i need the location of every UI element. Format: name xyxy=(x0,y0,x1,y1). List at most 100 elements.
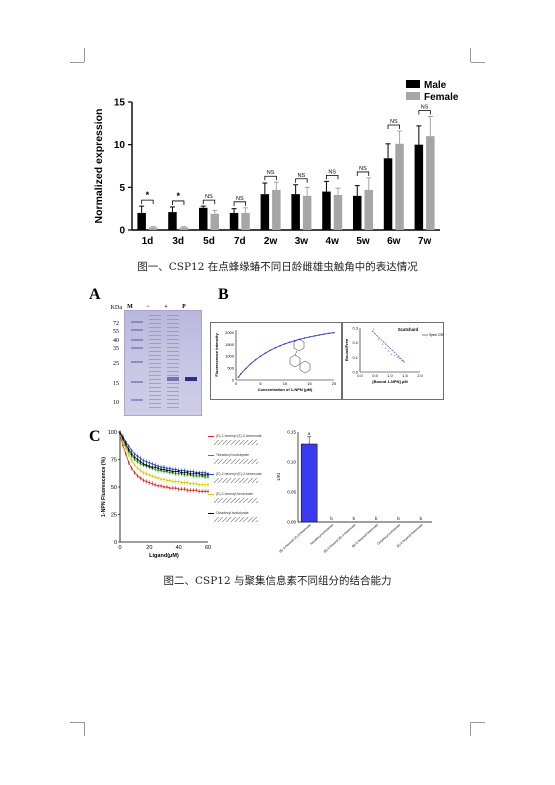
bar-male xyxy=(229,212,239,230)
significance-letter: a xyxy=(308,431,311,436)
data-point xyxy=(171,468,174,471)
x-tick-label: 3d xyxy=(172,236,184,247)
crop-mark xyxy=(84,48,85,62)
gel-lane-uninduced xyxy=(149,315,161,411)
data-point xyxy=(259,355,262,357)
y-axis-label: 1-NPN Fluorescence (%) xyxy=(101,457,107,517)
data-point xyxy=(160,478,162,481)
x-tick-label: 0.0 xyxy=(357,373,363,378)
x-tick-label: 1d xyxy=(142,236,154,247)
data-point xyxy=(124,447,127,450)
data-point xyxy=(151,475,154,477)
data-point xyxy=(148,481,151,484)
legend-item: Octadecyl isobutyrate xyxy=(208,511,249,515)
data-point xyxy=(122,444,124,447)
data-point xyxy=(124,441,127,443)
x-tick-label: 40 xyxy=(176,545,182,551)
y-tick-label: 0.15 xyxy=(287,430,296,435)
gel-marker-label: 72 xyxy=(113,321,119,327)
data-point xyxy=(122,441,124,443)
significance-label: NS xyxy=(298,173,306,179)
x-axis-label: Ligand(μM) xyxy=(149,553,179,559)
x-tick-label: (E)-2-hexenyl (Z)-3-hexenoate xyxy=(278,523,312,554)
data-point xyxy=(136,460,139,463)
data-point xyxy=(195,489,198,492)
bar-female xyxy=(210,213,219,230)
x-tick-label: 3w xyxy=(295,236,309,247)
x-tick-label: 5w xyxy=(356,236,370,247)
significance-bracket xyxy=(326,174,339,180)
data-point xyxy=(127,454,130,456)
gel-band-purified xyxy=(185,377,197,381)
legend-swatch xyxy=(208,454,214,456)
y-tick-label: 25 xyxy=(111,513,117,519)
data-point xyxy=(166,469,168,472)
y-axis-label: Normalized expression xyxy=(93,109,105,224)
data-point xyxy=(163,470,165,473)
data-point xyxy=(124,453,127,455)
significance-letter: b xyxy=(420,516,423,521)
y-axis-label: Bound/Free xyxy=(344,338,349,361)
data-point xyxy=(198,490,201,493)
sds-page-gel xyxy=(124,310,202,416)
data-point xyxy=(166,486,168,488)
x-tick-label: 4w xyxy=(326,236,340,247)
y-tick-label: 0 xyxy=(114,540,117,546)
bar-male xyxy=(260,194,270,230)
data-point xyxy=(142,459,145,462)
bar-female xyxy=(148,227,158,230)
x-tick-label: 10 xyxy=(283,381,288,386)
significance-label: NS xyxy=(421,105,429,111)
legend-swatch-male xyxy=(406,80,420,88)
data-point xyxy=(130,453,133,455)
data-point: + xyxy=(401,358,403,362)
gel-lane-induced xyxy=(167,315,179,411)
data-point: + xyxy=(377,338,379,342)
data-point xyxy=(177,472,180,475)
data-point xyxy=(204,483,206,486)
legend-label: Tetradecyl isobutyrate xyxy=(216,453,249,457)
bond xyxy=(294,350,298,356)
data-point xyxy=(160,485,162,487)
legend-label: (E)-2-hexenyl (Z)-3-hexenoate xyxy=(216,434,262,438)
data-point xyxy=(136,475,139,477)
data-point xyxy=(157,467,160,470)
y-tick-label: 50 xyxy=(111,485,117,491)
bar-female xyxy=(241,212,250,230)
data-point xyxy=(264,352,267,354)
y-tick-label: 0.05 xyxy=(287,490,296,495)
data-point xyxy=(130,449,133,452)
legend-item: (E)-2-hexenyl (E)-2-hexenoate xyxy=(208,472,262,476)
gel-lane-label: P xyxy=(182,304,186,310)
data-point xyxy=(136,467,139,470)
significance-label: * xyxy=(146,190,150,200)
y-axis-label: Fluorescence intensity xyxy=(214,333,219,377)
y-tick-label: 0.00 xyxy=(287,520,296,525)
data-point xyxy=(148,461,151,464)
data-point xyxy=(177,480,180,483)
data-point: + xyxy=(381,342,383,346)
data-point xyxy=(133,464,136,466)
legend-item: (E)-2-hexenyl hexenoate xyxy=(208,492,253,496)
x-tick-label: 15 xyxy=(307,381,312,386)
crop-mark xyxy=(84,722,85,736)
data-point xyxy=(204,471,206,474)
y-tick-label: 2000 xyxy=(225,330,235,335)
plot-title: Scatchard xyxy=(398,327,419,332)
data-point xyxy=(139,457,142,460)
crop-mark xyxy=(470,48,471,62)
panel-label-c: C xyxy=(89,428,101,445)
legend-swatch xyxy=(208,512,214,514)
y-tick-label: 0.2 xyxy=(352,340,358,345)
data-point xyxy=(148,465,151,467)
figure1-caption: 图一、CSP12 在点蜂缘蝽不同日龄雌雄虫触角中的表达情况 xyxy=(137,261,418,273)
y-tick-label: 0.1 xyxy=(352,355,358,360)
data-point xyxy=(174,472,177,475)
data-point xyxy=(130,455,133,458)
gel-kda-title: KDa xyxy=(110,305,122,311)
data-point xyxy=(192,472,195,475)
data-point xyxy=(177,488,180,491)
legend-swatch xyxy=(208,435,214,437)
bar-female xyxy=(333,195,343,230)
legend-label: (E)-2-hexenyl (E)-2-hexenoate xyxy=(216,472,262,476)
